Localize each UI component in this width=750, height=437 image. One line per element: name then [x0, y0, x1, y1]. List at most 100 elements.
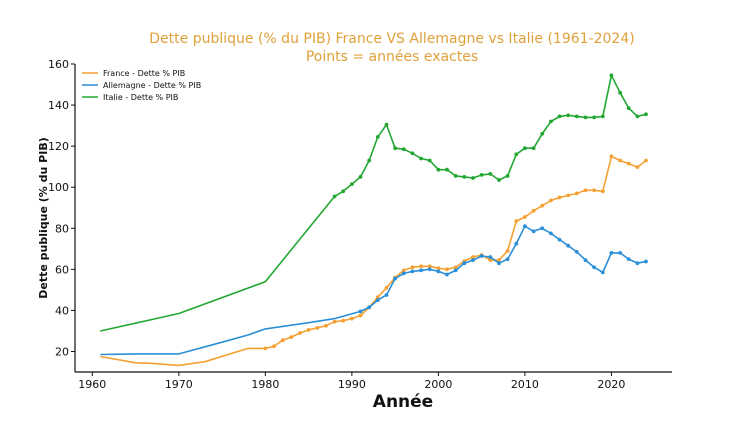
- data-point-france: [540, 203, 545, 208]
- data-point-italie: [462, 175, 467, 179]
- data-point-allemagne: [401, 271, 406, 276]
- x-tick-label: 1960: [78, 378, 106, 391]
- data-point-allemagne: [393, 276, 397, 281]
- data-point-allemagne: [644, 259, 648, 264]
- data-point-france: [298, 331, 302, 335]
- data-point-france: [453, 265, 458, 270]
- series-line-italie: [100, 74, 647, 332]
- data-point-italie: [479, 173, 484, 177]
- data-point-allemagne: [618, 251, 622, 255]
- data-point-italie: [453, 174, 458, 178]
- data-point-france: [592, 188, 596, 193]
- data-point-allemagne: [384, 293, 389, 297]
- x-ticks: 1960 1970 1980 1990 2000 2010 2020: [78, 372, 625, 391]
- data-point-italie: [445, 167, 449, 172]
- y-tick-label: 140: [48, 99, 69, 112]
- data-point-france: [566, 193, 571, 198]
- data-point-france: [324, 323, 328, 328]
- data-point-allemagne: [531, 229, 536, 234]
- data-point-allemagne: [410, 269, 415, 274]
- data-point-allemagne: [479, 254, 484, 258]
- data-point-france: [497, 258, 501, 262]
- data-point-allemagne: [592, 265, 596, 270]
- x-tick-label: 1980: [251, 378, 279, 391]
- data-point-italie: [350, 182, 354, 187]
- x-tick-label: 2010: [511, 378, 539, 391]
- data-point-france: [272, 344, 276, 349]
- data-point-france: [600, 189, 605, 194]
- data-point-italie: [566, 113, 571, 118]
- data-point-france: [644, 158, 648, 163]
- data-point-allemagne: [427, 267, 432, 272]
- data-point-italie: [341, 189, 346, 194]
- data-point-italie: [644, 112, 648, 117]
- data-point-france: [280, 338, 285, 343]
- data-point-france: [419, 264, 423, 269]
- data-point-italie: [635, 114, 640, 119]
- data-point-france: [583, 188, 588, 193]
- data-point-france: [427, 264, 432, 269]
- data-point-france: [445, 267, 449, 272]
- data-point-italie: [332, 194, 337, 199]
- y-ticks: 20 40 60 80 100 120 140 160: [48, 58, 75, 358]
- data-point-italie: [358, 175, 363, 179]
- data-point-france: [626, 161, 631, 166]
- data-point-france: [557, 195, 562, 200]
- y-tick-label: 80: [55, 222, 69, 235]
- data-point-allemagne: [635, 261, 640, 266]
- data-point-italie: [531, 146, 536, 151]
- legend: France - Dette % PIB Allemagne - Dette %…: [82, 69, 201, 102]
- data-point-allemagne: [583, 258, 588, 262]
- data-point-italie: [419, 156, 423, 161]
- data-point-allemagne: [514, 241, 519, 246]
- data-point-allemagne: [367, 305, 372, 310]
- data-point-france: [375, 295, 380, 299]
- data-point-france: [358, 313, 363, 318]
- data-point-allemagne: [445, 272, 449, 277]
- data-point-allemagne: [626, 257, 631, 261]
- data-point-italie: [375, 135, 380, 139]
- data-point-italie: [401, 147, 406, 152]
- x-tick-label: 1990: [338, 378, 366, 391]
- x-tick-label: 2020: [597, 378, 625, 391]
- data-point-allemagne: [462, 261, 467, 266]
- data-point-france: [436, 266, 441, 271]
- data-point-france: [514, 219, 519, 224]
- data-point-france: [289, 335, 294, 339]
- data-point-italie: [574, 114, 579, 119]
- data-point-allemagne: [419, 268, 423, 273]
- data-point-allemagne: [505, 257, 510, 261]
- y-tick-label: 160: [48, 58, 69, 71]
- data-point-italie: [600, 114, 605, 119]
- data-point-france: [401, 268, 406, 273]
- data-point-italie: [609, 73, 614, 78]
- data-point-france: [341, 318, 346, 323]
- data-point-italie: [488, 172, 493, 176]
- data-point-italie: [384, 122, 389, 127]
- data-point-allemagne: [600, 270, 605, 275]
- data-point-italie: [583, 115, 588, 120]
- y-tick-label: 100: [48, 181, 69, 194]
- data-point-france: [609, 154, 614, 159]
- data-point-italie: [497, 178, 501, 182]
- data-point-italie: [471, 176, 475, 180]
- data-point-allemagne: [566, 243, 571, 248]
- data-point-italie: [549, 119, 553, 124]
- y-tick-label: 20: [55, 345, 69, 358]
- data-point-allemagne: [471, 258, 475, 262]
- data-point-france: [531, 208, 536, 213]
- data-point-allemagne: [549, 231, 553, 236]
- data-point-france: [488, 258, 493, 262]
- data-point-allemagne: [358, 309, 363, 314]
- data-point-allemagne: [375, 298, 380, 302]
- chart-subtitle: Points = années exactes: [306, 49, 478, 65]
- legend-label-allemagne: Allemagne - Dette % PIB: [103, 81, 201, 90]
- legend-label-italie: Italie - Dette % PIB: [103, 93, 178, 102]
- data-point-italie: [393, 146, 397, 151]
- data-point-italie: [505, 174, 510, 178]
- data-point-allemagne: [453, 268, 458, 273]
- x-tick-label: 2000: [424, 378, 452, 391]
- y-tick-label: 40: [55, 304, 69, 317]
- data-point-allemagne: [497, 261, 501, 266]
